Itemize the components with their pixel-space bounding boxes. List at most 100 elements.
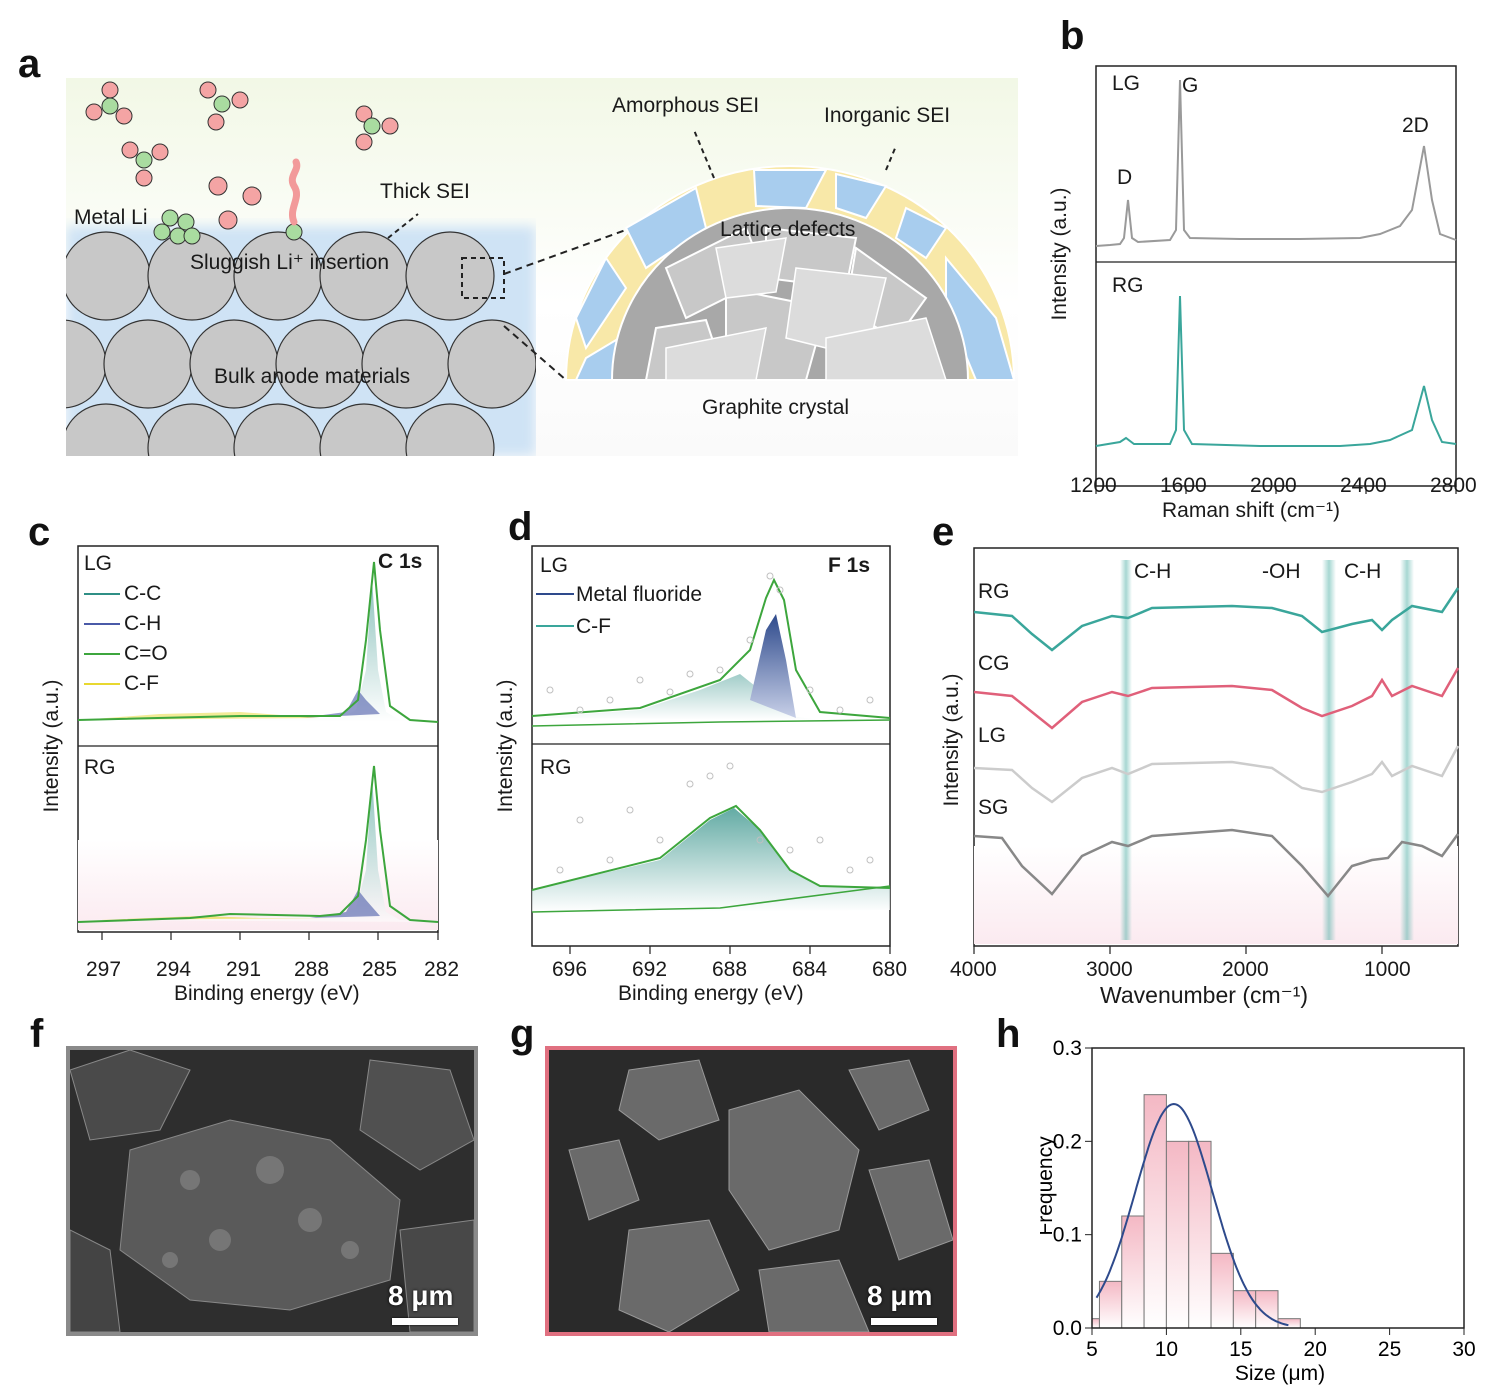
panel-letter-c: c [28,510,51,554]
histogram-xlabel: Size (μm) [1235,1362,1325,1385]
sem-rg-scale-label: 8 μm [867,1280,933,1311]
xps-c1s-chart [77,545,439,940]
sem-image-rg: 8 μm [545,1046,957,1336]
sem-lg-scale-bar [392,1318,458,1325]
ftir-band-label-oh: -OH [1262,560,1301,583]
raman-ylabel: Intensity (a.u.) [1048,187,1071,321]
size-histogram-chart: 5 10 15 20 25 30 0.0 0.1 0.2 0.3 Size (μm) Frequ… [1040,1037,1476,1385]
label-sluggish-insertion: Sluggish Li⁺ insertion [190,251,390,274]
xps-f1s-xtick-1: 696 [552,958,588,981]
ftir-series-rg: RG [978,580,1010,603]
raman-chart [1095,65,1457,494]
ftir-chart [973,547,1460,954]
ftir-band-label-ch2: C-H [1344,560,1382,583]
label-metal-li: Metal Li [74,206,148,229]
xps-c1s-xtick-1: 297 [86,958,122,981]
raman-rg-label: RG [1112,274,1144,297]
xps-c1s-legend-co: C=O [124,642,168,665]
histogram-xtick-label: 20 [1304,1338,1327,1361]
raman-rg-curve [1095,295,1457,447]
label-graphite-crystal: Graphite crystal [702,396,850,419]
ftir-series-sg: SG [978,796,1009,819]
raman-xtick-5: 2800 [1430,474,1477,497]
xps-f1s-xlabel: Binding energy (eV) [618,982,804,1005]
xps-c1s-xtick-2: 294 [156,958,192,981]
sem-lg-scale-label: 8 μm [388,1280,454,1311]
raman-peak-d: D [1117,166,1133,189]
histogram-ytick-label: 0.1 [1053,1224,1082,1247]
xps-f1s-xtick-5: 680 [872,958,908,981]
ftir-series-cg: CG [978,652,1010,675]
sem-image-lg: 8 μm [66,1046,478,1336]
xps-f1s-rg-label: RG [540,756,572,779]
xps-c1s-xtick-4: 288 [294,958,330,981]
xps-f1s-legend-metal-fluoride: Metal fluoride [576,583,703,606]
histogram-bar [1165,1140,1190,1329]
ftir-lg-curve [973,745,1460,804]
ftir-xtick-1: 4000 [950,958,997,981]
bulk-anode-particles [66,226,536,456]
xps-f1s-xtick-4: 684 [792,958,828,981]
label-lattice-defects: Lattice defects [720,218,856,241]
xps-f1s-chart [531,545,891,954]
solvated-li-clusters [85,81,399,245]
xps-c1s-xtick-3: 291 [226,958,262,981]
xps-c1s-legend-ch: C-H [124,612,162,635]
xps-c1s-xlabel: Binding energy (eV) [174,982,360,1005]
ftir-series-lg: LG [978,724,1007,747]
label-thick-sei: Thick SEI [380,180,470,203]
xps-f1s-title: F 1s [828,554,871,577]
xps-f1s-xtick-3: 688 [712,958,748,981]
label-inorganic-sei: Inorganic SEI [824,104,951,127]
panel-letter-d: d [508,505,533,549]
raman-peak-2d: 2D [1402,114,1429,137]
xps-f1s-legend-cf: C-F [576,615,611,638]
histogram-xtick-label: 30 [1452,1338,1475,1361]
ftir-xtick-3: 2000 [1222,958,1269,981]
graphite-crystal-dome [564,165,1016,381]
xps-c1s-xtick-6: 282 [424,958,460,981]
histogram-bar [1210,1252,1234,1329]
histogram-ylabel: Frequency [1040,1136,1057,1236]
histogram-axes-frame [1091,1047,1465,1329]
histogram-bar [1121,1215,1145,1329]
raman-xlabel: Raman shift (cm⁻¹) [1162,499,1340,522]
xps-f1s-xtick-2: 692 [632,958,668,981]
xps-f1s-lg-label: LG [540,554,569,577]
xps-c1s-lg-envelope [77,561,439,723]
histogram-ytick-label: 0.3 [1053,1037,1082,1060]
ftir-ylabel: Intensity (a.u.) [940,673,963,807]
label-amorphous-sei: Amorphous SEI [612,94,760,117]
ftir-xlabel: Wavenumber (cm⁻¹) [1100,982,1309,1008]
xps-c1s-xtick-5: 285 [362,958,398,981]
xps-c1s-rg-envelope [77,765,439,923]
raman-xtick-4: 2400 [1340,474,1387,497]
xps-f1s-rg-envelope [531,804,891,891]
xps-f1s-ylabel: Intensity (a.u.) [494,679,517,813]
xps-f1s-lg-envelope [531,577,891,719]
histogram-xtick-label: 5 [1086,1338,1098,1361]
label-bulk-anode: Bulk anode materials [214,365,411,388]
histogram-bar [1232,1290,1257,1329]
histogram-bar [1091,1318,1100,1329]
raman-peak-g: G [1182,74,1199,97]
histogram-gaussian-fit [1095,1102,1289,1327]
xps-c1s-title: C 1s [378,550,423,573]
histogram-ytick-label: 0.2 [1053,1130,1082,1153]
ftir-cg-curve [973,667,1460,730]
panel-letter-h: h [996,1012,1021,1056]
ftir-xtick-2: 3000 [1086,958,1133,981]
panel-letter-b: b [1060,14,1085,58]
histogram-xtick-label: 25 [1378,1338,1401,1361]
raman-lg-label: LG [1112,72,1141,95]
ftir-sg-curve [973,828,1460,898]
schematic-panel [66,78,1018,456]
histogram-ytick-label: 0.0 [1053,1317,1082,1340]
xps-c1s-rg-label: RG [84,756,116,779]
raman-xtick-2: 1600 [1160,474,1207,497]
panel-letter-g: g [510,1012,535,1056]
histogram-bar [1188,1140,1212,1329]
raman-xtick-1: 1200 [1070,474,1117,497]
xps-c1s-ylabel: Intensity (a.u.) [40,679,63,813]
ftir-rg-curve [973,587,1460,652]
